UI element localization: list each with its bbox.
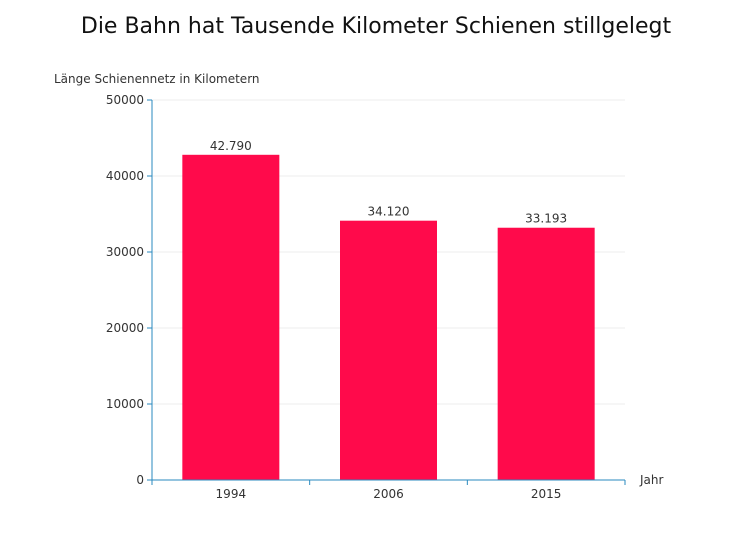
y-tick-label: 40000 [106, 169, 144, 183]
data-label-2006: 34.120 [368, 205, 410, 219]
y-tick-label: 30000 [106, 245, 144, 259]
bars [182, 154, 595, 481]
y-axis-label: Länge Schienennetz in Kilometern [54, 72, 260, 86]
x-tick-label: 2015 [531, 487, 562, 501]
y-tick-label: 10000 [106, 397, 144, 411]
y-tick-label: 20000 [106, 321, 144, 335]
axes [151, 100, 625, 481]
data-label-2015: 33.193 [525, 212, 567, 226]
bar-2006 [340, 220, 437, 481]
y-ticks: 0 10000 20000 30000 40000 50000 [106, 93, 152, 487]
x-tick-label: 2006 [373, 487, 404, 501]
x-tick-label: 1994 [216, 487, 247, 501]
y-tick-label: 50000 [106, 93, 144, 107]
x-ticks: 1994 2006 2015 [151, 480, 626, 501]
bar-1994 [182, 154, 280, 480]
y-tick-label: 0 [136, 473, 144, 487]
x-axis-label: Jahr [639, 473, 663, 487]
data-label-1994: 42.790 [210, 139, 252, 153]
chart-title: Die Bahn hat Tausende Kilometer Schienen… [80, 14, 672, 39]
data-labels: 42.790 34.120 33.193 [210, 139, 567, 226]
bar-2015 [497, 227, 595, 480]
